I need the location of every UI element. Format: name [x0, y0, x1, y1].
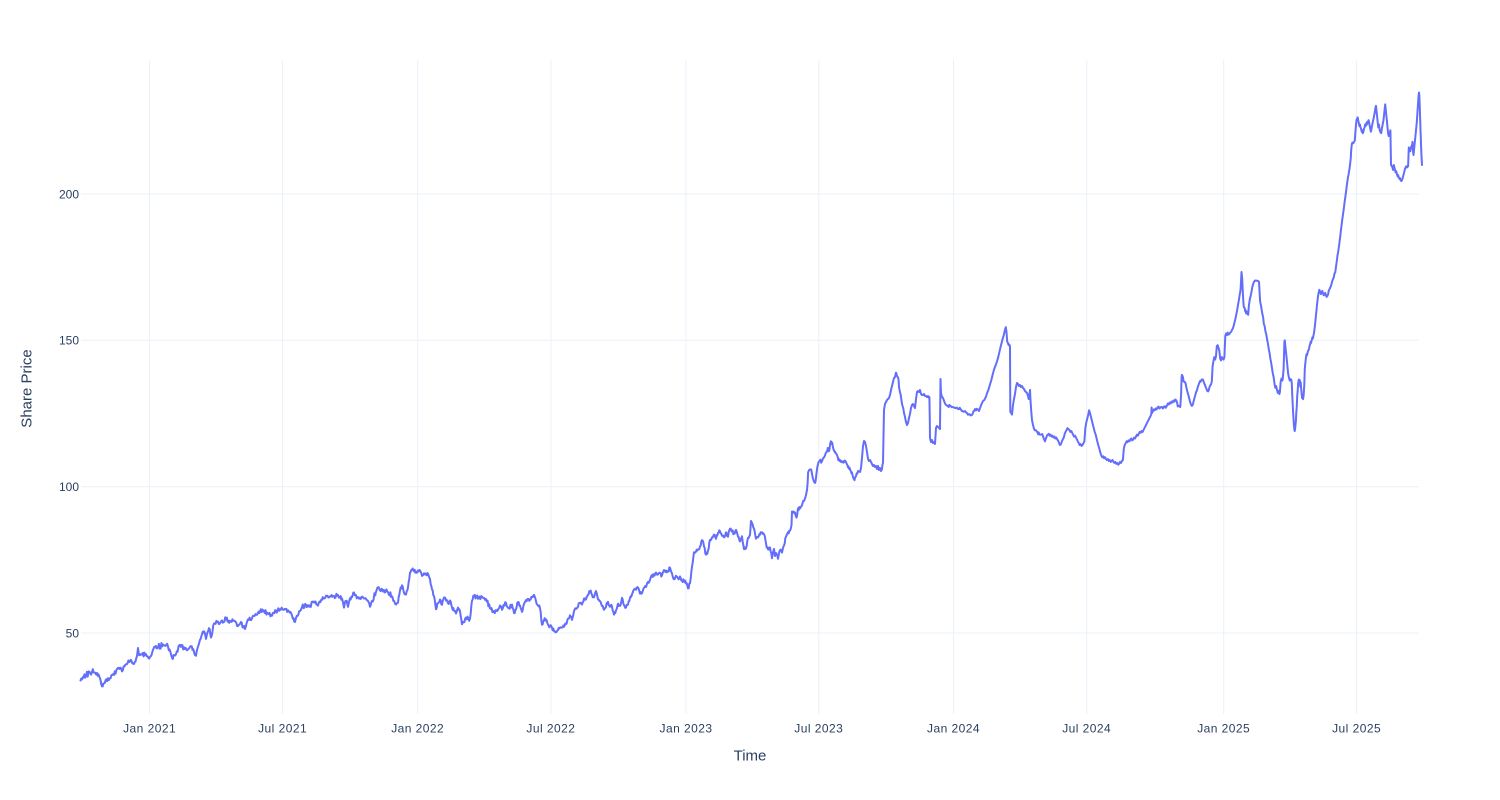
- svg-text:50: 50: [66, 626, 80, 640]
- svg-text:Jul 2025: Jul 2025: [1332, 722, 1381, 736]
- svg-text:Jan 2024: Jan 2024: [927, 722, 980, 736]
- svg-text:Jul 2022: Jul 2022: [526, 722, 575, 736]
- svg-text:Jan 2025: Jan 2025: [1197, 722, 1250, 736]
- svg-text:Jan 2022: Jan 2022: [391, 722, 444, 736]
- svg-text:Jul 2021: Jul 2021: [258, 722, 307, 736]
- svg-text:200: 200: [59, 187, 79, 201]
- svg-text:150: 150: [59, 334, 79, 348]
- svg-text:Time: Time: [734, 748, 767, 765]
- svg-text:Jul 2023: Jul 2023: [794, 722, 843, 736]
- svg-text:Share Price: Share Price: [19, 349, 36, 427]
- svg-text:Jul 2024: Jul 2024: [1062, 722, 1111, 736]
- svg-text:Jan 2021: Jan 2021: [123, 722, 176, 736]
- svg-text:100: 100: [59, 480, 79, 494]
- svg-text:Jan 2023: Jan 2023: [660, 722, 713, 736]
